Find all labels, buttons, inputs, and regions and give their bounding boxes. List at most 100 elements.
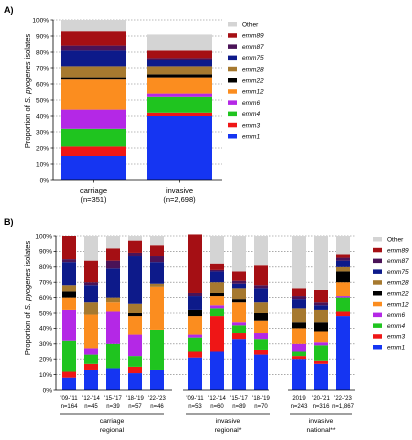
bar-segment-emm3-10: [314, 360, 328, 364]
bar-segment-emm22-0: [61, 77, 126, 80]
bar-segment-emm89-1: [84, 260, 98, 283]
bar-segment-emm28-3: [128, 303, 142, 313]
bar-segment-emm28-0: [61, 66, 126, 78]
bar-segment-emm4-1: [147, 96, 212, 113]
bar-segment-emm89-0: [62, 236, 76, 260]
legend-label-emm89: emm89: [242, 33, 264, 40]
y-tick-label: 80%: [36, 49, 49, 56]
panel-a-legend: Other emm89 emm87 emm75 emm28 emm22 emm12 emm6 e…: [228, 22, 264, 141]
bar-segment-emm22-11: [336, 271, 350, 283]
bar-segment-emm6-10: [314, 342, 328, 346]
bar-segment-emm75-3: [128, 256, 142, 304]
legend-label-emm75: emm75: [387, 269, 409, 276]
y-tick-label: 10%: [39, 372, 52, 379]
bar-segment-emm87-5: [188, 292, 202, 297]
bar-segment-emm6-2: [106, 311, 120, 344]
x-n-label: n=243: [291, 404, 309, 410]
y-tick-label: 30%: [39, 341, 52, 348]
bar-segment-emm28-0: [62, 285, 76, 292]
legend-swatch-emm89: [373, 247, 382, 253]
x-n-label: n=46: [150, 404, 164, 410]
bar-segment-emm89-11: [336, 254, 350, 258]
bar-segment-emm1-2: [106, 368, 120, 390]
bar-segment-emm4-6: [210, 308, 224, 317]
bar-segment-emm1-1: [147, 116, 212, 180]
bar-segment-emm12-5: [188, 316, 202, 335]
bar-segment-emm4-0: [61, 128, 126, 147]
panel-b-x-labels: '09-'11n=164'12-'14n=45'15-'17n=39'18-'1…: [56, 389, 355, 410]
bar-segment-emm87-0: [61, 45, 126, 51]
bar-segment-Other-1: [147, 34, 212, 51]
bar-segment-emm6-6: [210, 305, 224, 309]
bar-segment-emm22-6: [210, 292, 224, 297]
bar-segment-emm4-8: [254, 339, 268, 350]
bar-segment-emm12-6: [210, 296, 224, 306]
panel-b-group-labels: carriage regional invasive regional* invasiv…: [60, 413, 352, 434]
bar-segment-emm3-7: [232, 333, 246, 340]
bar-segment-emm28-1: [84, 302, 98, 315]
bar-segment-emm28-11: [336, 266, 350, 272]
bar-segment-emm12-2: [106, 302, 120, 312]
legend-label-emm12: emm12: [387, 301, 409, 308]
legend-label-emm4: emm4: [242, 111, 260, 118]
x-category-n: (n=351): [80, 195, 107, 204]
bar-segment-emm4-2: [106, 343, 120, 369]
x-n-label: n=316: [313, 404, 331, 410]
y-tick-label: 30%: [36, 129, 49, 136]
panel-b-legend: Other emm89 emm87 emm75 emm28 emm22 emm12 emm6 e…: [373, 237, 409, 352]
bar-segment-emm22-3: [128, 313, 142, 317]
panel-b-gridlines: [56, 235, 355, 375]
bar-segment-emm12-1: [147, 77, 212, 94]
bar-segment-emm6-1: [147, 93, 212, 97]
legend-swatch-emm28: [228, 66, 237, 72]
bar-segment-emm89-3: [128, 240, 142, 253]
bar-segment-emm89-4: [150, 245, 164, 257]
bar-segment-emm89-8: [254, 265, 268, 286]
bar-segment-Other-7: [232, 236, 246, 272]
bar-segment-emm75-1: [147, 60, 212, 67]
bar-segment-emm3-9: [292, 356, 306, 360]
x-n-label: n=53: [188, 404, 202, 410]
bar-segment-emm1-11: [336, 316, 350, 390]
legend-swatch-emm4: [228, 111, 237, 117]
legend-swatch-emm12: [228, 89, 237, 94]
bar-segment-emm87-10: [314, 302, 328, 306]
bar-segment-emm12-4: [150, 286, 164, 330]
x-period-label: '18-'19: [126, 396, 144, 402]
bar-segment-Other-3: [128, 236, 142, 241]
bar-segment-emm4-4: [150, 329, 164, 370]
bar-segment-emm22-5: [188, 309, 202, 317]
bar-segment-Other-6: [210, 236, 224, 264]
legend-swatch-emm22: [373, 291, 382, 296]
legend-label-emm75: emm75: [242, 55, 264, 62]
legend-label-emm28: emm28: [242, 66, 264, 73]
bar-segment-emm75-11: [336, 260, 350, 267]
bar-segment-emm12-1: [84, 314, 98, 349]
x-n-label: n=164: [61, 404, 79, 410]
legend-label-emm3: emm3: [242, 122, 260, 129]
x-category-label: carriage: [80, 186, 107, 195]
legend-label-emm22: emm22: [242, 78, 264, 85]
group-label-line2: national**: [306, 427, 335, 434]
bar-segment-Other-8: [254, 236, 268, 266]
x-period-label: '22-'23: [148, 396, 166, 402]
bar-segment-Other-0: [61, 20, 126, 32]
bar-segment-emm87-1: [147, 58, 212, 60]
y-tick-label: 80%: [39, 264, 52, 271]
bar-segment-emm1-9: [292, 359, 306, 390]
legend-label-Other: Other: [242, 22, 259, 29]
bar-segment-emm1-4: [150, 369, 164, 390]
bar-segment-emm22-9: [292, 322, 306, 329]
x-n-label: n=1,867: [332, 404, 355, 410]
group-label-line1: invasive: [216, 418, 241, 425]
bar-segment-emm4-9: [292, 351, 306, 357]
bar-segment-emm87-6: [210, 269, 224, 272]
legend-swatch-emm87: [228, 44, 237, 49]
legend-label-emm12: emm12: [242, 89, 264, 96]
legend-label-emm89: emm89: [387, 247, 409, 254]
panel-a: A) Proportion of S. pyogenes isolates 0%…: [4, 5, 264, 204]
x-n-label: n=57: [128, 404, 142, 410]
panel-a-label: A): [4, 5, 14, 15]
bar-segment-Other-1: [84, 236, 98, 261]
panel-b-bars: [62, 234, 350, 390]
